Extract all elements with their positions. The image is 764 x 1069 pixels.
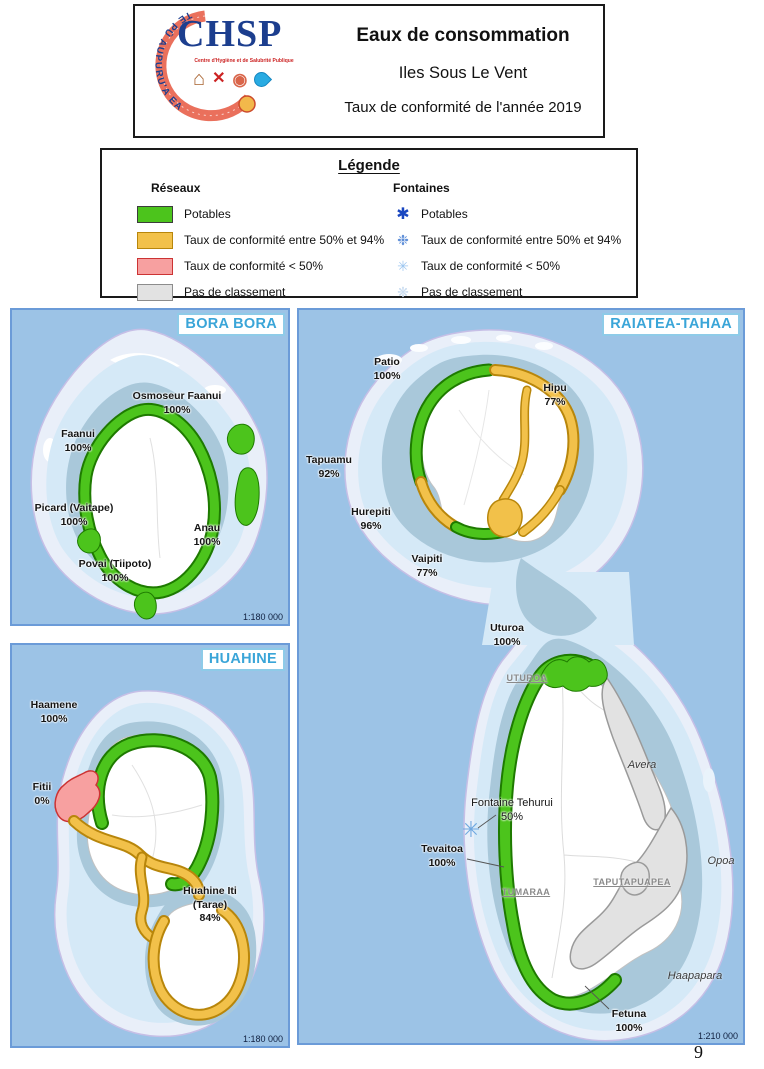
house-icon: ⌂ [193, 68, 206, 90]
legend-fountains-column: Fontaines ✱ Potables ❉ Taux de conformit… [393, 181, 636, 305]
fountain-potable-icon: ✱ [396, 206, 410, 223]
ministry-seal [238, 95, 256, 113]
legend-item: Potables [137, 201, 393, 227]
page-subtitle-year: Taux de conformité de l'année 2019 [344, 99, 582, 116]
legend-title: Légende [338, 157, 400, 174]
map-panel-bora-bora: BORA BORA Osmoseur Faanui 100% Faanui 10… [10, 308, 290, 626]
raiatea-tahaa-map-art: ✳ [299, 310, 743, 1043]
legend-item: Pas de classement [137, 279, 393, 305]
pink-swatch [137, 257, 173, 275]
legend-networks-heading: Réseaux [151, 181, 201, 195]
network-orange-vaipiti [487, 498, 523, 538]
map-panel-huahine: HUAHINE Haamene 100% Fitii 0% Huahine It… [10, 643, 290, 1048]
network-green-uturoa [540, 656, 608, 692]
network-label-osmoseur-faanui: Osmoseur Faanui 100% [132, 390, 222, 416]
logo-subtitle: Centre d'Hygiène et de Salubrité Publiqu… [194, 58, 294, 64]
network-gray-taputapuapea [620, 861, 650, 896]
district-label-taputapuapea: TAPUTAPUAPEA [593, 877, 671, 887]
legend-networks-column: Réseaux Potables Taux de conformité entr… [102, 181, 393, 305]
header-box: TE PŪ AUPURU'A EA CHSP Centre d'Hygiène … [133, 4, 605, 138]
network-green-patch [227, 423, 255, 455]
vector-control-icon: ✕ [212, 70, 226, 87]
network-label-faanui: Faanui 100% [61, 428, 95, 454]
fountain-symbol-tehurui: ✳ [462, 817, 480, 842]
logo-arc-art: TE PŪ AUPURU'A EA [152, 9, 256, 122]
place-label-haapapara: Haapapara [667, 970, 723, 982]
map-panel-raiatea-tahaa: ✳ RAIATEA-TAHAA Patio 100% Hipu 77% Tapu… [297, 308, 745, 1045]
header-titles: Eaux de consommation Iles Sous Le Vent T… [323, 6, 603, 136]
network-label-tapuamu: Tapuamu 92% [306, 454, 352, 480]
legend-item: ❋ Pas de classement [393, 279, 636, 305]
legend-fountains-heading: Fontaines [393, 181, 450, 195]
network-green-anau [234, 467, 260, 526]
logo-acronym: CHSP [177, 13, 283, 55]
network-label-fitii: Fitii 0% [32, 781, 52, 807]
legend-item: ✱ Potables [393, 201, 636, 227]
fountain-no-class-icon: ❋ [397, 283, 409, 300]
network-label-huahine-iti: Huahine Iti (Tarae) 84% [183, 885, 237, 925]
page-number: 9 [694, 1042, 703, 1062]
chsp-logo: TE PŪ AUPURU'A EA CHSP Centre d'Hygiène … [135, 6, 323, 136]
network-label-picard: Picard (Vaitape) 100% [34, 502, 114, 528]
leader-lines [466, 814, 610, 1010]
waterdrop-icon [251, 68, 273, 90]
network-label-hipu: Hipu 77% [543, 382, 567, 408]
fountain-under-50-icon: ✳ [397, 257, 409, 274]
microbe-icon: ◉ [232, 69, 248, 89]
network-gray-avera [601, 676, 666, 831]
scale-raiatea: 1:210 000 [697, 1031, 738, 1041]
district-label-uturoa: UTUROA [506, 673, 548, 683]
scale-huahine: 1:180 000 [242, 1034, 283, 1044]
legend-item: Taux de conformité < 50% [137, 253, 393, 279]
network-green-picard [77, 528, 101, 554]
legend-item: ❉ Taux de conformité entre 50% et 94% [393, 227, 636, 253]
network-label-patio: Patio 100% [373, 356, 401, 382]
network-label-fetuna: Fetuna 100% [611, 1008, 647, 1034]
legend-box: Légende Réseaux Potables Taux de conform… [100, 148, 638, 301]
fountain-50-94-icon: ❉ [397, 231, 409, 248]
orange-swatch [137, 231, 173, 249]
network-label-povai: Povai (Tiipoto) 100% [78, 558, 152, 584]
network-label-anau: Anau 100% [193, 522, 221, 548]
logo-pictograms: ⌂ ✕ ◉ [193, 66, 273, 92]
panel-title-raiatea-tahaa: RAIATEA-TAHAA [602, 313, 740, 336]
gray-swatch [137, 283, 173, 301]
place-label-opoa: Opoa [707, 855, 735, 867]
panel-title-bora-bora: BORA BORA [177, 313, 285, 336]
district-label-tumaraa: TUMARAA [501, 887, 551, 897]
network-green-povai [133, 591, 157, 620]
huahine-map-art [12, 645, 288, 1046]
fountain-label-tehurui: Fontaine Tehurui 50% [471, 797, 553, 824]
network-label-tevaitoa: Tevaitoa 100% [421, 843, 463, 869]
page-subtitle: Iles Sous Le Vent [398, 64, 528, 82]
bora-bora-map-art [12, 310, 288, 624]
page-title: Eaux de consommation [356, 25, 570, 46]
network-green-ring [80, 404, 220, 598]
place-label-avera: Avera [627, 759, 657, 771]
panel-title-huahine: HUAHINE [200, 648, 285, 671]
network-label-hurepiti: Hurepiti 96% [351, 506, 391, 532]
network-label-vaipiti: Vaipiti 77% [411, 553, 443, 579]
scale-bora-bora: 1:180 000 [242, 612, 283, 622]
network-label-haamene: Haamene 100% [30, 699, 78, 725]
legend-item: ✳ Taux de conformité < 50% [393, 253, 636, 279]
green-swatch [137, 205, 173, 223]
legend-item: Taux de conformité entre 50% et 94% [137, 227, 393, 253]
network-label-uturoa: Uturoa 100% [490, 622, 524, 648]
